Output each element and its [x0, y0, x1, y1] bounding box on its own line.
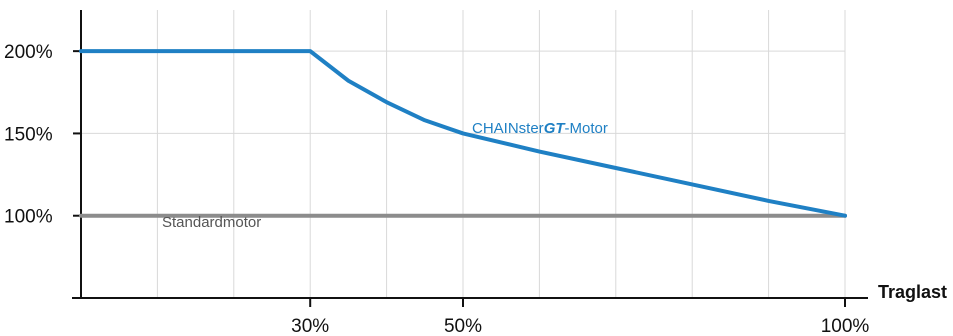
x-tick-label: 30% — [291, 316, 329, 336]
x-tick-label: 50% — [444, 316, 482, 336]
y-tick-label: 100% — [4, 207, 53, 228]
series-label-standardmotor: Standardmotor — [162, 214, 261, 231]
series-label-chainster-gt-motor: CHAINsterGT-Motor — [472, 120, 608, 137]
series-line-chainster-gt-motor — [79, 49, 847, 218]
series-labels: Standardmotor CHAINsterGT-Motor — [162, 120, 608, 231]
tick-marks: 100% 150% 200% 30% 50% 100% — [4, 42, 869, 336]
axes: Traglast — [72, 10, 947, 302]
grid — [81, 10, 846, 298]
x-axis-title: Traglast — [878, 282, 947, 302]
y-tick-label: 200% — [4, 42, 53, 63]
series-label-motor-part: -Motor — [565, 120, 608, 137]
y-tick-label: 150% — [4, 124, 53, 145]
x-tick-label: 100% — [821, 316, 870, 336]
series-label-gt-part: GT — [544, 120, 567, 137]
series-label-chainster-part: CHAINster — [472, 120, 544, 137]
series — [79, 49, 847, 218]
